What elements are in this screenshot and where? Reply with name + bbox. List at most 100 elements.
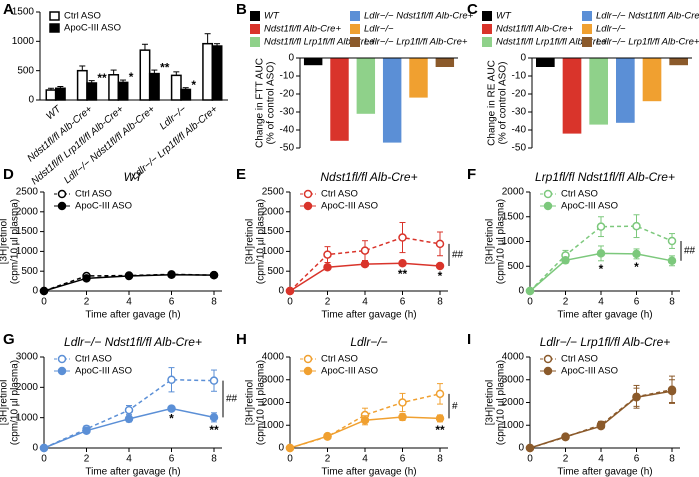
panel-title: WT [124,170,144,184]
legend-swatch [482,11,492,21]
legend-marker [543,366,553,376]
y-axis-label: Change in RE AUC [487,60,498,146]
legend-marker [303,354,313,364]
x-axis-label: Time after gavage (h) [557,467,652,477]
legend-label: Ctrl ASO [75,354,112,365]
legend-swatch [482,24,492,34]
legend-label: Ctrl ASO [321,354,358,365]
legend-label: Ndst1fl/fl Alb-Cre+ [264,24,341,35]
significance: * [191,78,196,92]
y-tick-label: 500 [17,65,34,76]
x-tick-label: 2 [84,454,90,465]
point [323,431,332,441]
bar [409,58,428,98]
legend-label: Ldlr−/− [596,24,626,35]
panel-letter: A [3,1,14,18]
point [435,389,445,399]
legend-swatch [250,37,260,47]
point [398,233,407,242]
x-tick-label: 0 [41,454,47,465]
y-axis-label: [3H]retinol [485,380,496,426]
point [561,432,570,441]
legend-swatch [250,11,260,21]
y-tick-label: 1000 [12,36,35,47]
point [39,286,49,296]
point [398,412,407,422]
x-tick-label: 8 [437,297,443,308]
point [124,414,134,424]
y-tick-label: 0 [518,286,524,297]
legend-marker [543,354,553,364]
y-axis-label: (cpm/10 µl plasma) [10,199,21,284]
bar [54,87,66,101]
y-tick-label: 1500 [12,7,35,18]
legend-label: Ndst1fl/fl Lrp1fl/fl Alb-Cre+ [496,37,607,48]
y-tick-label: 2000 [16,382,39,393]
panel-letter: C [467,1,478,18]
legend-swatch [350,24,360,34]
panel-letter: E [236,166,246,183]
point [435,414,445,423]
y-tick-label: 1500 [502,211,525,222]
legend-swatch [49,11,60,21]
series-line [529,390,673,449]
panel-letter: G [3,331,15,348]
panel-letter: D [3,166,14,183]
x-axis-label: Time after gavage (h) [321,310,416,321]
legend-label: Ctrl ASO [75,189,112,200]
series-line [529,389,673,449]
x-axis-label: Time after gavage (h) [557,310,652,321]
legend-label: Ndst1fl/fl Lrp1fl/fl Alb-Cre+ [264,37,375,48]
y-axis-label: (cpm/10 µl plasma) [256,360,267,445]
y-tick-label: 2000 [262,206,285,217]
y-tick-label: 500 [21,266,38,277]
significance: ** [398,267,408,281]
point [285,286,295,296]
x-tick-label: 4 [598,454,604,465]
legend-label: WT [264,11,280,22]
y-tick-label: -10 [280,71,295,82]
x-tick-label: 0 [527,297,533,308]
legend-label: ApoC-III ASO [75,201,132,212]
y-tick-label: -30 [280,107,295,118]
point [209,376,219,385]
bar [148,72,160,101]
legend-label: Ctrl ASO [561,354,598,365]
bar [669,58,688,66]
panel-letter: F [467,166,476,183]
y-tick-label: 3000 [502,374,525,385]
y-tick-label: -40 [512,125,527,136]
y-tick-label: 1000 [262,246,285,257]
point [667,256,677,266]
point [285,443,295,453]
bar [616,58,635,123]
legend-swatch [582,24,592,34]
bar [303,58,323,66]
bar [536,58,555,67]
point [39,443,49,453]
y-tick-label: 2000 [502,187,525,198]
x-tick-label: 4 [598,297,604,308]
y-tick-label: 500 [507,261,524,272]
point [82,274,91,283]
y-tick-label: -20 [512,89,527,100]
point [360,259,370,269]
bar [330,58,349,141]
y-tick-label: 0 [520,53,526,64]
y-axis-label: (% of control ASO) [498,62,509,145]
y-axis-label: (cpm/10 µl plasma) [256,199,267,284]
x-tick-label: 6 [169,297,175,308]
y-axis-label: (cpm/10 µl plasma) [496,360,507,445]
x-tick-label: 0 [527,454,533,465]
legend-swatch [49,23,60,33]
series-line [289,393,441,449]
x-tick-label: 0 [287,454,293,465]
x-tick-label: 0 [41,297,47,308]
y-axis-label: [3H]retinol [0,380,10,426]
point [525,443,535,453]
point [667,386,677,396]
bracket-label: # [452,401,458,412]
legend-label: Ldlr−/− Ndst1fl/fl Alb-Cre+ [364,11,474,22]
y-tick-label: -40 [280,125,295,136]
point [82,426,91,435]
